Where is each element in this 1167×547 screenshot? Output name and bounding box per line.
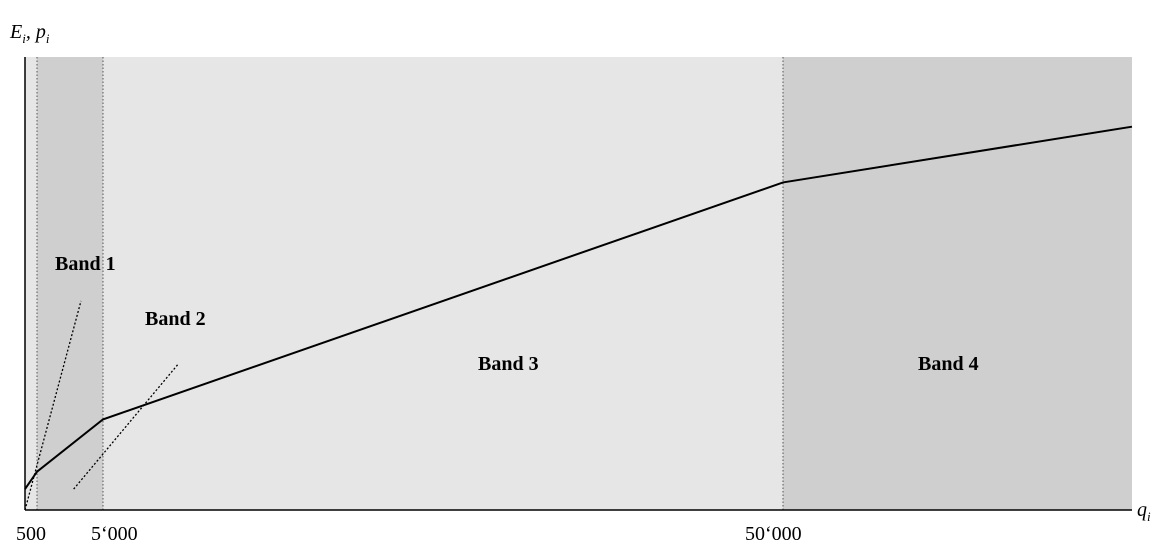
bands-layer — [25, 57, 1132, 510]
band-4-label: Band 4 — [918, 353, 979, 375]
series-layer — [24, 125, 1133, 490]
x-tick-label-5000: 5‘000 — [91, 523, 138, 545]
band-2-area — [37, 57, 103, 510]
x-tick-label-500: 500 — [16, 523, 46, 545]
band-4-area — [783, 57, 1132, 510]
band-2-tangent-line — [73, 363, 180, 490]
axes — [24, 57, 1132, 511]
band-1-label: Band 1 — [55, 253, 116, 275]
series-line-1 — [24, 125, 1133, 490]
band-3-label: Band 3 — [478, 353, 539, 375]
y-axis-label: Ei, pi — [9, 21, 50, 46]
band-2-label: Band 2 — [145, 308, 206, 330]
x-tick-label-50000: 50‘000 — [745, 523, 802, 545]
band-3-area — [103, 57, 783, 510]
x-axis-label: qi — [1137, 499, 1151, 524]
band-1-area — [25, 57, 37, 510]
